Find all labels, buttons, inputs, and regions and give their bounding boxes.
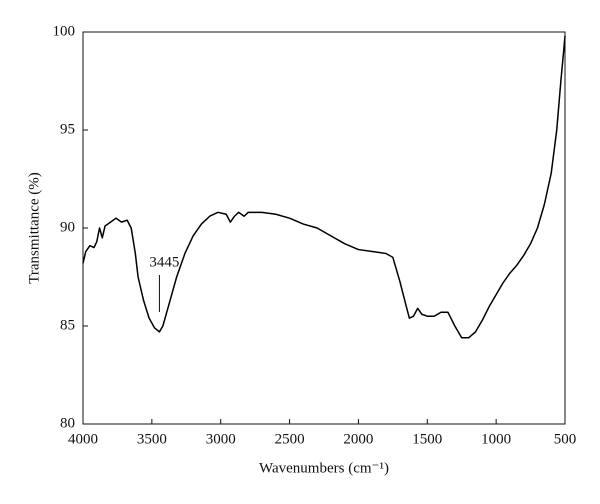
data-line: [82, 35, 566, 339]
x-tick-label: 500: [554, 431, 577, 447]
y-tick-label: 85: [60, 317, 75, 333]
y-tick-label: 100: [53, 23, 76, 39]
y-tick-label: 90: [60, 219, 75, 235]
y-axis-label: Transmittance (%): [26, 172, 42, 284]
x-tick-label: 1000: [481, 431, 511, 447]
x-tick-label: 3500: [137, 431, 167, 447]
annotation-label: 3445: [149, 254, 179, 270]
y-tick-label: 80: [60, 415, 75, 431]
y-tick-label: 95: [60, 121, 75, 137]
x-tick-label: 1500: [412, 431, 442, 447]
x-tick-label: 2000: [343, 431, 373, 447]
x-tick-label: 4000: [68, 431, 98, 447]
x-tick-label: 2500: [275, 431, 305, 447]
x-axis-label: Wavenumbers (cm⁻¹): [259, 460, 389, 476]
x-tick-label: 3000: [206, 431, 236, 447]
plot-frame: [82, 31, 566, 425]
